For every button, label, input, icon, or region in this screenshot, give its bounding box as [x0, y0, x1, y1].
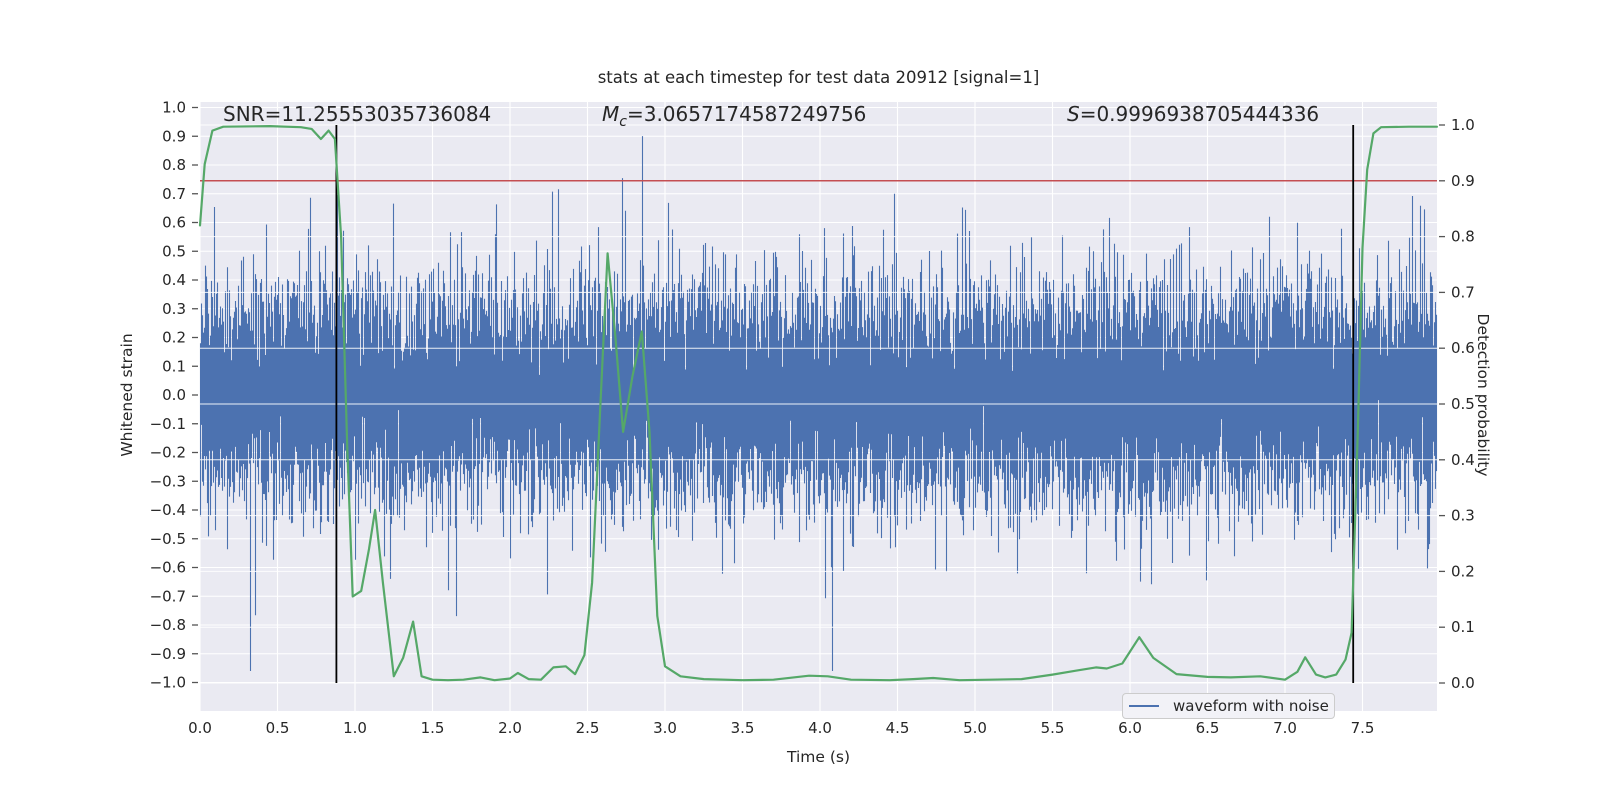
- x-tick-label: 5.0: [963, 719, 987, 737]
- x-tick-label: 1.0: [343, 719, 367, 737]
- x-tick-label: 3.5: [731, 719, 755, 737]
- y-tick-label-left: −1.0: [150, 674, 186, 692]
- y-tick-label-left: 0.8: [162, 156, 186, 174]
- y-tick-label-right: 0.7: [1451, 283, 1475, 301]
- chart-title: stats at each timestep for test data 209…: [597, 68, 1040, 87]
- x-tick-label: 2.0: [498, 719, 522, 737]
- x-tick-label: 5.5: [1041, 719, 1065, 737]
- y-tick-label-left: 0.0: [162, 386, 186, 404]
- y-tick-label-right: 0.3: [1451, 507, 1475, 525]
- y-tick-label-left: 0.2: [162, 329, 186, 347]
- y-tick-label-right: 0.9: [1451, 172, 1475, 190]
- y-tick-label-left: −0.8: [150, 616, 186, 634]
- y-tick-label-left: 0.6: [162, 214, 186, 232]
- y-tick-label-right: 0.2: [1451, 562, 1475, 580]
- y-tick-label-left: 0.1: [162, 357, 186, 375]
- y-tick-label-left: −0.2: [150, 444, 186, 462]
- x-tick-label: 3.0: [653, 719, 677, 737]
- y-tick-label-left: 0.5: [162, 242, 186, 260]
- annotation-subscript: c: [619, 114, 627, 130]
- y-tick-label-left: 0.9: [162, 127, 186, 145]
- y-tick-label-left: −0.1: [150, 415, 186, 433]
- x-tick-label: 4.0: [808, 719, 832, 737]
- y-tick-label-right: 0.4: [1451, 451, 1475, 469]
- y-tick-label-right: 0.5: [1451, 395, 1475, 413]
- x-tick-label: 6.0: [1118, 719, 1142, 737]
- y-tick-label-left: −0.5: [150, 530, 186, 548]
- annotation-variable: S: [1067, 102, 1080, 126]
- y-tick-label-left: −0.9: [150, 645, 186, 663]
- waveform-noise-series: [199, 136, 1438, 671]
- annotation-snr: SNR=11.25553035736084: [223, 102, 492, 126]
- legend: waveform with noise: [1122, 693, 1335, 719]
- x-tick-label: 2.5: [576, 719, 600, 737]
- y-tick-label-right: 1.0: [1451, 116, 1475, 134]
- x-tick-label: 7.5: [1351, 719, 1375, 737]
- y-tick-label-left: 0.3: [162, 300, 186, 318]
- y-tick-label-left: −0.7: [150, 587, 186, 605]
- x-tick-label: 1.5: [421, 719, 445, 737]
- annotation-significance: S=0.9996938705444336: [1067, 102, 1320, 126]
- legend-line-sample: [1129, 705, 1159, 707]
- x-axis-label: Time (s): [786, 748, 851, 766]
- x-tick-label: 4.5: [886, 719, 910, 737]
- annotation-chirp-mass: Mc=3.0657174587249756: [602, 102, 867, 130]
- x-tick-label: 0.0: [188, 719, 212, 737]
- y-tick-label-right: 0.0: [1451, 674, 1475, 692]
- axis-ticks: 1.0 0.9 0.8 0.7 0.6 0.5 0.4 0.3 0.2 0.1 0.0 −0.1 −0.…: [150, 99, 1475, 738]
- y-axis-label-left: Whitened strain: [118, 333, 136, 457]
- y-tick-label-left: −0.3: [150, 472, 186, 490]
- annotation-variable: SNR: [223, 102, 265, 126]
- y-tick-label-right: 0.1: [1451, 618, 1475, 636]
- x-tick-label: 6.5: [1196, 719, 1220, 737]
- y-tick-label-left: −0.4: [150, 501, 186, 519]
- y-tick-label-left: −0.6: [150, 559, 186, 577]
- y-tick-label-left: 0.4: [162, 271, 186, 289]
- legend-label: waveform with noise: [1173, 697, 1329, 715]
- y-axis-label-right: Detection probability: [1474, 313, 1492, 477]
- y-tick-label-left: 0.7: [162, 185, 186, 203]
- y-tick-label-right: 0.6: [1451, 339, 1475, 357]
- y-tick-label-right: 0.8: [1451, 228, 1475, 246]
- annotation-variable: M: [602, 102, 620, 126]
- detection-probability-series: [198, 125, 1438, 682]
- y-tick-label-left: 1.0: [162, 99, 186, 117]
- x-tick-label: 7.0: [1273, 719, 1297, 737]
- x-tick-label: 0.5: [266, 719, 290, 737]
